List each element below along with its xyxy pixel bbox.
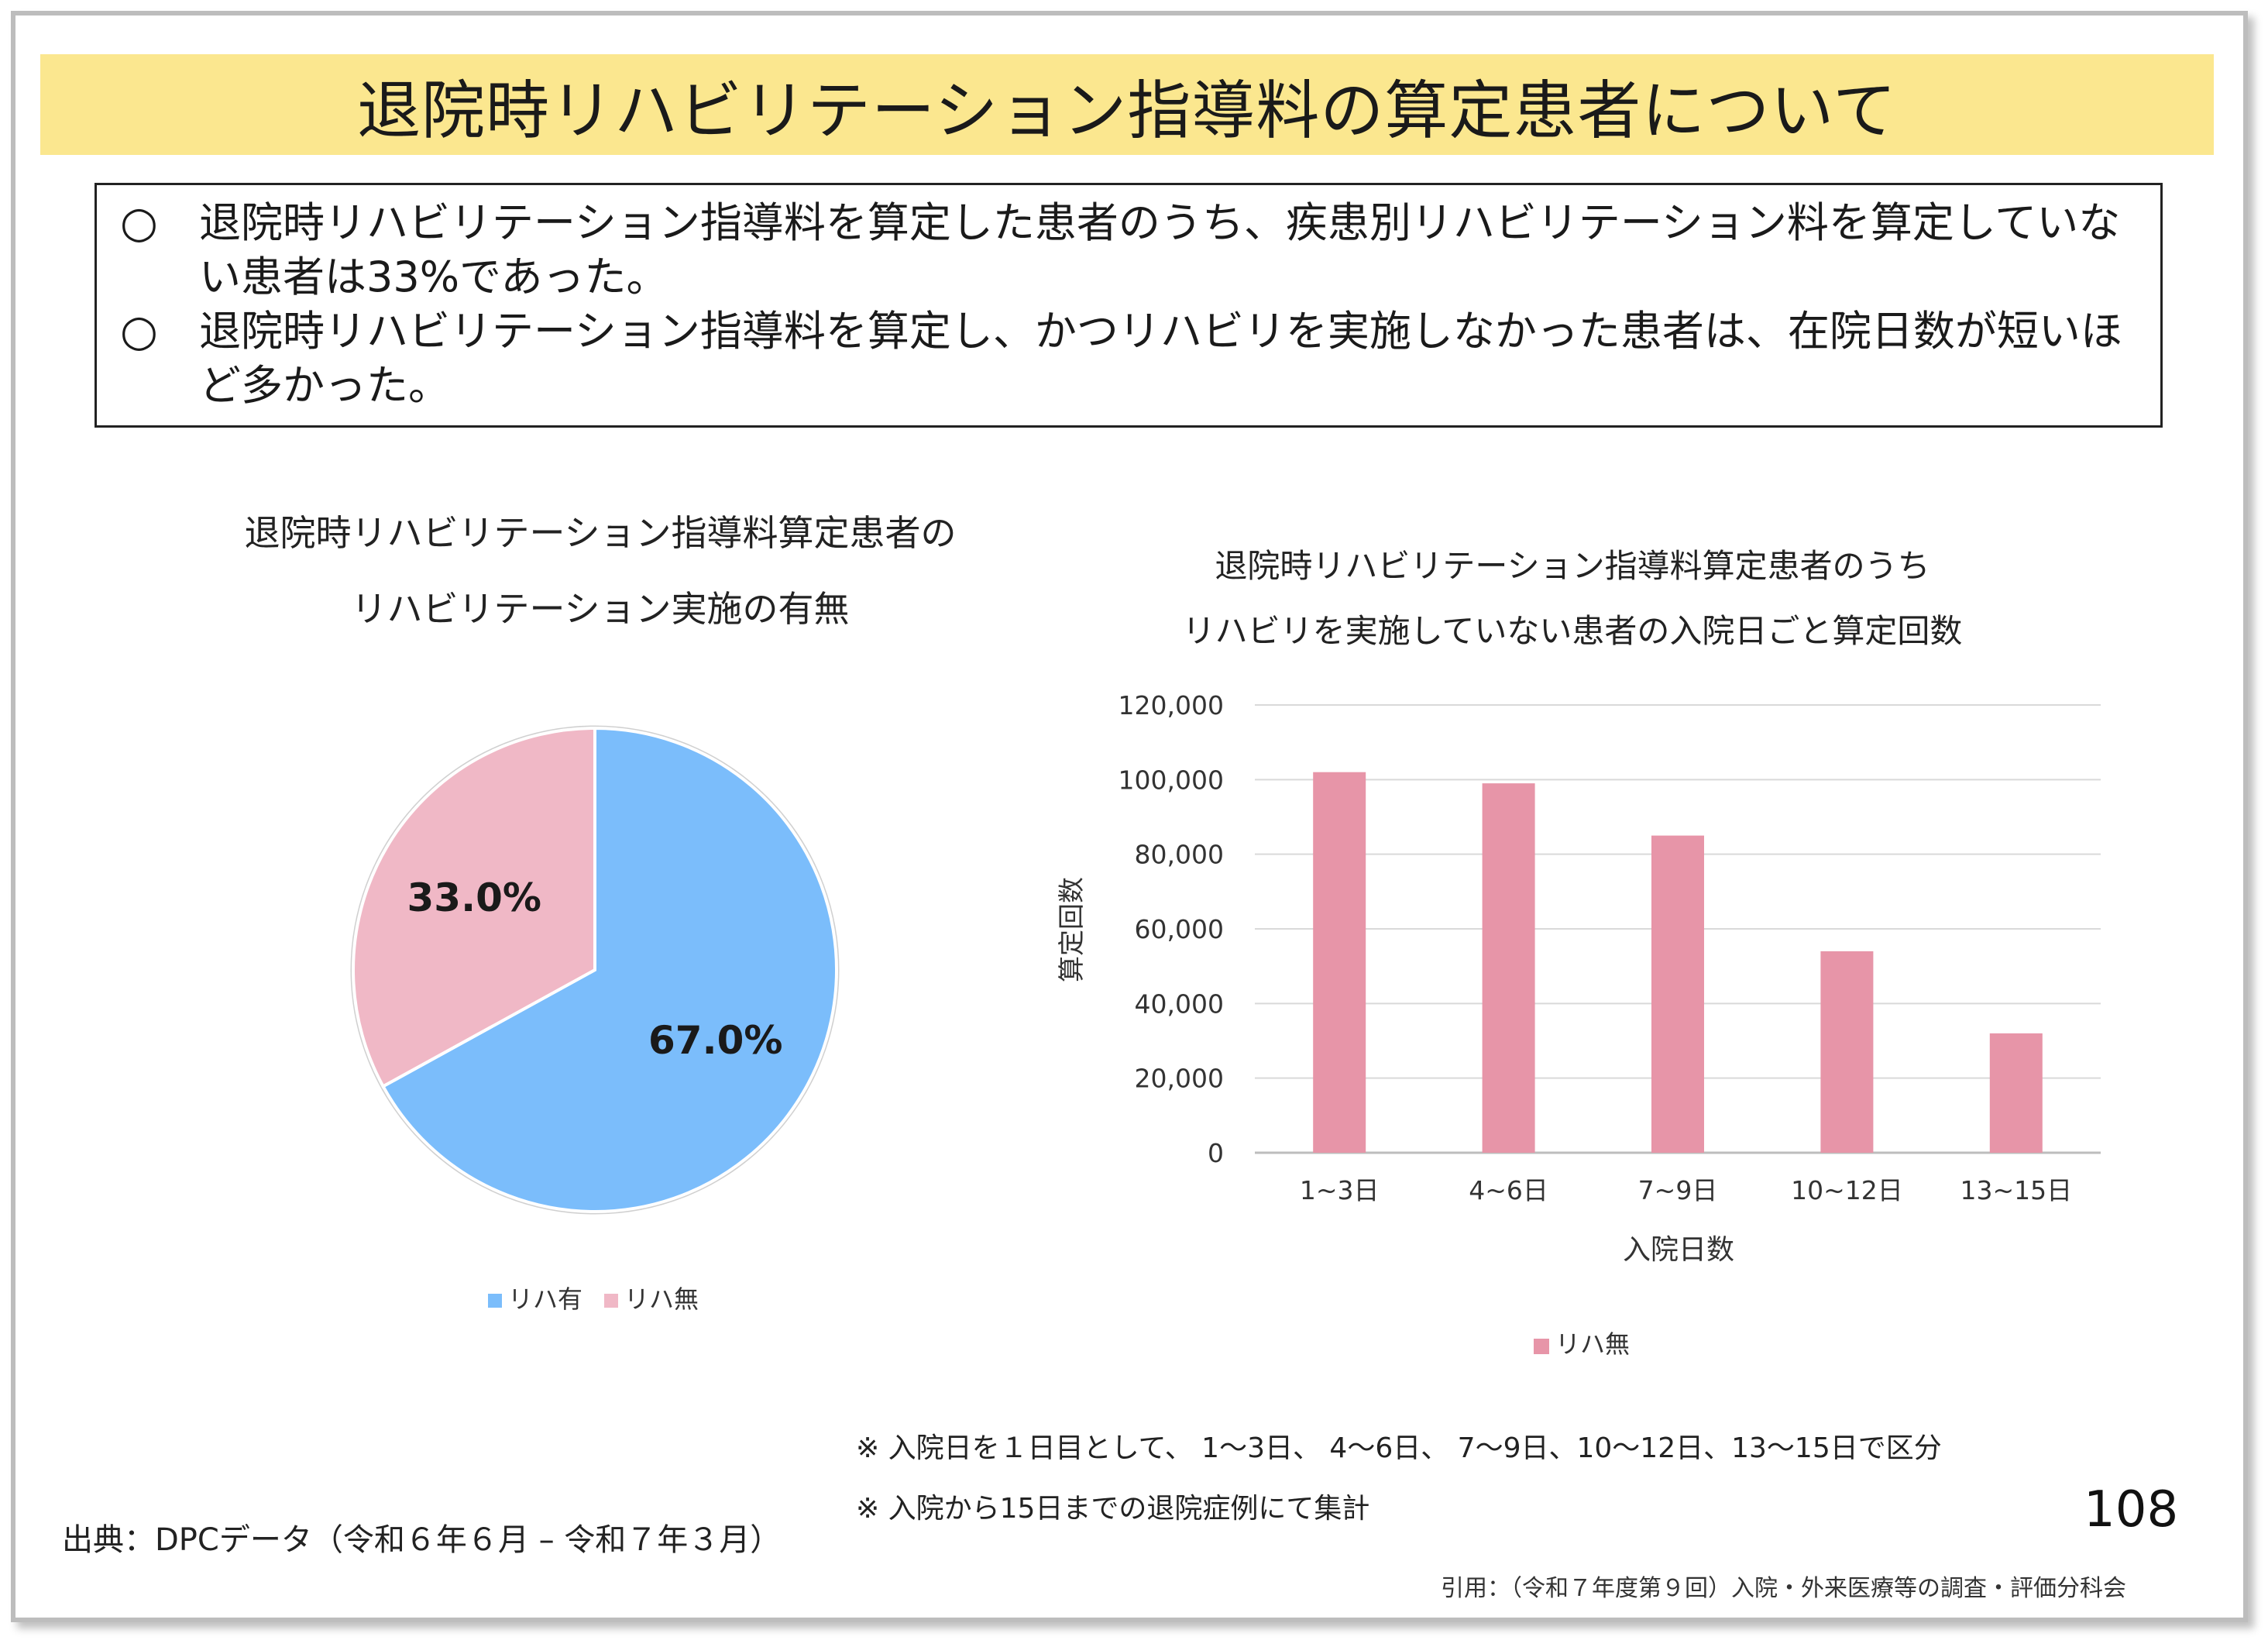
pie-slice-riha-ari	[380, 726, 838, 1213]
x-tick-label: 4~6日	[1469, 1175, 1548, 1205]
pie-title-line-1: 退院時リハビリテーション指導料算定患者の	[244, 512, 957, 554]
y-tick-label: 120,000	[1119, 690, 1224, 720]
y-tick-label: 40,000	[1135, 989, 1224, 1019]
legend-label: リハ無	[1555, 1329, 1630, 1359]
x-tick-label: 1~3日	[1300, 1175, 1380, 1205]
summary-bullet: ○ 退院時リハビリテーション指導料を算定し、かつリハビリを実施しなかった患者は、…	[120, 304, 2139, 413]
bar-title-line-2: リハビリを実施していない患者の入院日ごと算定回数	[1182, 612, 1963, 650]
x-axis-label: 入院日数	[1623, 1234, 1734, 1266]
bar-4	[1820, 951, 1874, 1153]
y-tick-label: 0	[1208, 1138, 1224, 1168]
bar-2	[1482, 783, 1535, 1153]
legend-swatch	[488, 1294, 502, 1308]
bar-1	[1313, 772, 1366, 1153]
y-tick-label: 20,000	[1135, 1064, 1224, 1094]
bar-3	[1651, 835, 1704, 1153]
x-tick-label: 13~15日	[1960, 1175, 2072, 1205]
y-tick-label: 60,000	[1135, 914, 1224, 944]
pie-title-line-2: リハビリテーション実施の有無	[351, 588, 850, 630]
pie-slice-riha-nashi	[352, 726, 596, 1089]
summary-text: 退院時リハビリテーション指導料を算定し、かつリハビリを実施しなかった患者は、在院…	[199, 307, 2122, 410]
circle-bullet-icon: ○	[120, 198, 158, 248]
pie-data-label: 67.0%	[648, 1018, 782, 1063]
citation-text: 引用：（令和７年度第９回）入院・外来医療等の調査・評価分科会	[1441, 1575, 2126, 1602]
page-title: 退院時リハビリテーション指導料の算定患者について	[357, 74, 1897, 148]
legend-label: リハ無	[624, 1284, 699, 1314]
summary-bullet: ○ 退院時リハビリテーション指導料を算定した患者のうち、疾患別リハビリテーション…	[120, 196, 2139, 304]
pie-chart: 67.0% 33.0% リハ有 リハ無	[350, 725, 840, 1314]
bar-title-line-1: 退院時リハビリテーション指導料算定患者のうち	[1215, 547, 1930, 585]
summary-box: ○ 退院時リハビリテーション指導料を算定した患者のうち、疾患別リハビリテーション…	[94, 183, 2163, 428]
x-tick-label: 10~12日	[1791, 1175, 1903, 1205]
y-tick-label: 80,000	[1135, 840, 1224, 870]
pie-chart-title: 退院時リハビリテーション指導料算定患者の リハビリテーション実施の有無	[124, 507, 1077, 634]
source-text: 出典：DPCデータ（令和６年６月 – 令和７年３月）	[62, 1522, 782, 1558]
note-line-1: ※ 入院日を１日目として、 1～3日、 4～6日、 7～9日、10～12日、13…	[856, 1432, 1942, 1464]
circle-bullet-icon: ○	[120, 306, 158, 356]
legend-label: リハ有	[508, 1284, 582, 1314]
legend-swatch	[604, 1294, 618, 1308]
x-tick-label: 7~9日	[1638, 1175, 1718, 1205]
bar-chart: 020,00040,00060,00080,000100,000120,000 …	[1057, 690, 2101, 1359]
pie-data-label: 33.0%	[407, 875, 541, 920]
slide-frame	[11, 11, 2248, 1622]
bar-5	[1989, 1033, 2043, 1153]
page-number: 108	[2084, 1481, 2179, 1539]
summary-text: 退院時リハビリテーション指導料を算定した患者のうち、疾患別リハビリテーション料を…	[199, 198, 2121, 301]
y-axis-label: 算定回数	[1057, 877, 1088, 982]
bar-chart-title: 退院時リハビリテーション指導料算定患者のうち リハビリを実施していない患者の入院…	[1115, 542, 2029, 655]
title-band: 退院時リハビリテーション指導料の算定患者について	[40, 54, 2214, 155]
legend-swatch	[1534, 1339, 1549, 1354]
y-tick-label: 100,000	[1119, 765, 1224, 795]
note-line-2: ※ 入院から15日までの退院症例にて集計	[856, 1493, 1370, 1525]
